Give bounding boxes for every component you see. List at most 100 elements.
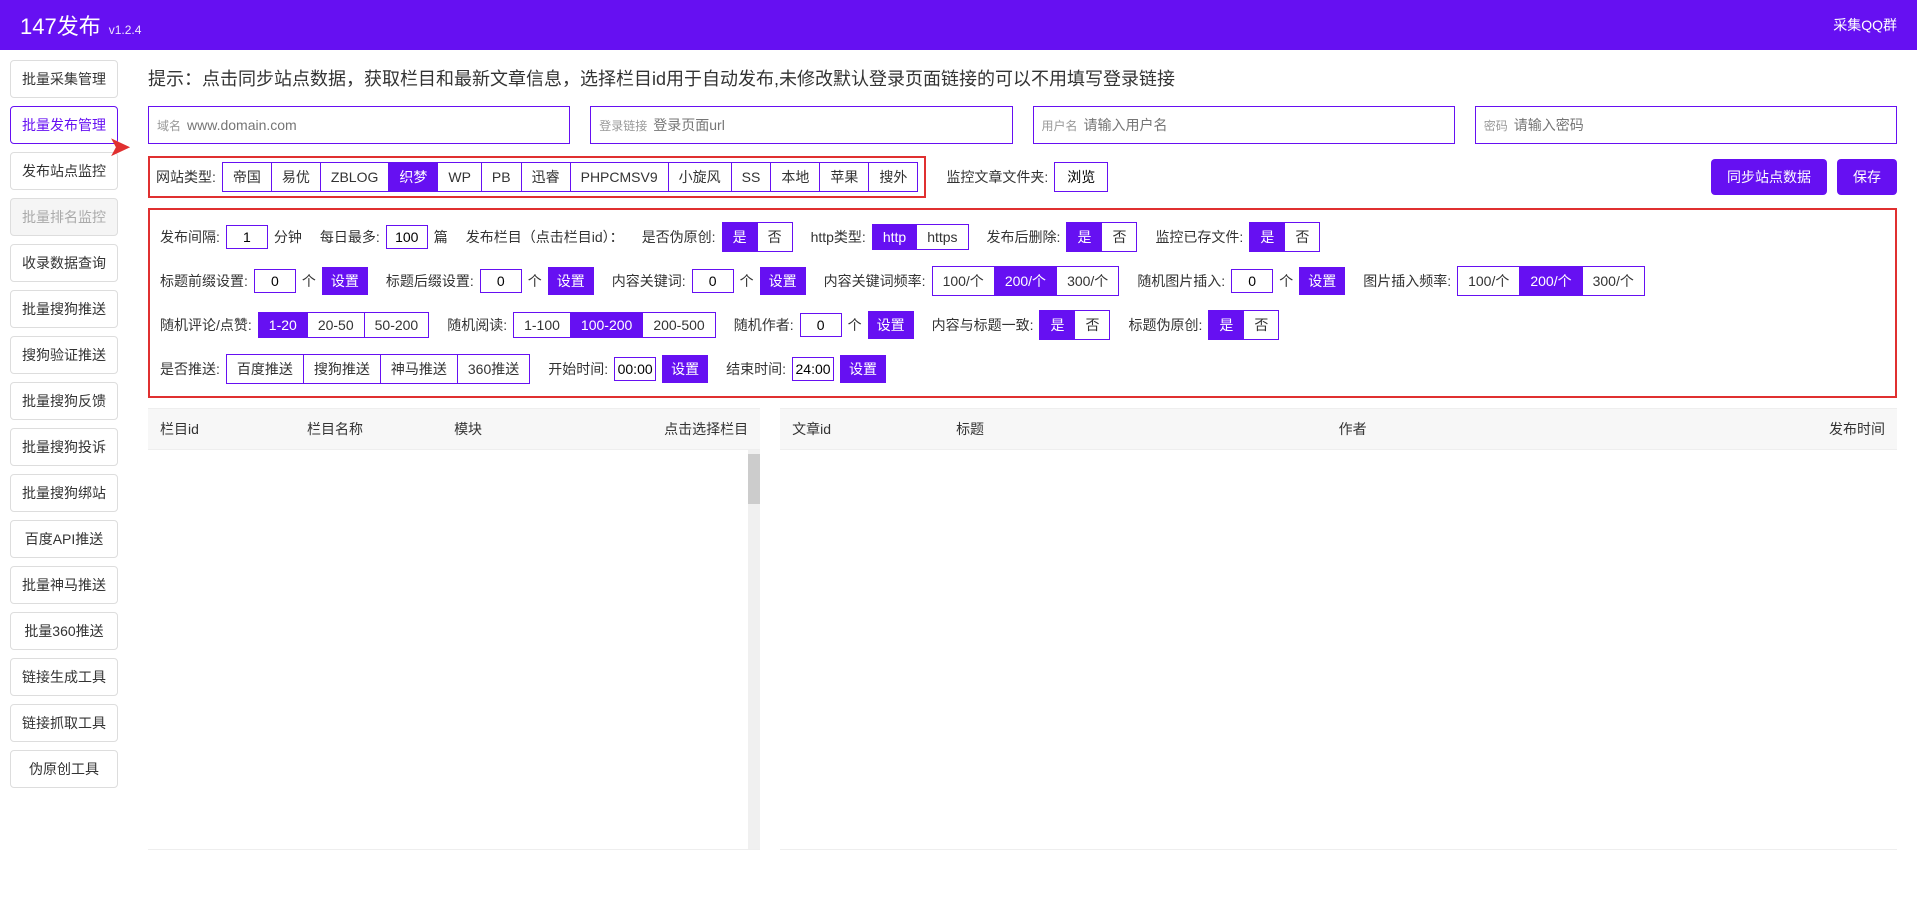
- site-type-option[interactable]: PHPCMSV9: [571, 162, 669, 192]
- keyword-freq-option[interactable]: 100/个: [932, 266, 995, 296]
- header-qq-link[interactable]: 采集QQ群: [1833, 15, 1897, 35]
- domain-input[interactable]: [187, 117, 561, 133]
- random-comment-option[interactable]: 20-50: [308, 312, 365, 338]
- keyword-freq-option[interactable]: 200/个: [995, 266, 1057, 296]
- random-read-option[interactable]: 100-200: [571, 312, 643, 338]
- random-author-unit: 个: [848, 315, 862, 335]
- sidebar-item[interactable]: 收录数据查询: [10, 244, 118, 282]
- http-type-option[interactable]: http: [872, 224, 917, 250]
- site-type-option[interactable]: 苹果: [820, 162, 869, 192]
- random-comment-option[interactable]: 1-20: [258, 312, 308, 338]
- login-input[interactable]: [653, 117, 1003, 133]
- sidebar-item[interactable]: 批量搜狗投诉: [10, 428, 118, 466]
- push-option[interactable]: 百度推送: [226, 354, 304, 384]
- sidebar-item[interactable]: 批量采集管理: [10, 60, 118, 98]
- pass-input[interactable]: [1514, 117, 1888, 133]
- site-type-option[interactable]: PB: [482, 162, 522, 192]
- content-keyword-label: 内容关键词:: [612, 271, 686, 291]
- site-type-option[interactable]: SS: [732, 162, 772, 192]
- title-prefix-input[interactable]: [254, 269, 296, 293]
- push-option[interactable]: 360推送: [458, 354, 530, 384]
- random-author-input[interactable]: [800, 313, 842, 337]
- delete-after-option[interactable]: 否: [1102, 222, 1137, 252]
- fake-original: 是否伪原创: 是否: [642, 222, 793, 252]
- http-type-label: http类型:: [811, 227, 866, 247]
- monitor-exist-option[interactable]: 是: [1249, 222, 1285, 252]
- save-button[interactable]: 保存: [1837, 159, 1897, 195]
- start-time-set-button[interactable]: 设置: [662, 355, 708, 383]
- random-comment-option[interactable]: 50-200: [365, 312, 430, 338]
- title-fake-option[interactable]: 否: [1244, 310, 1279, 340]
- sidebar-item[interactable]: 链接生成工具: [10, 658, 118, 696]
- title-suffix: 标题后缀设置:个设置: [386, 267, 594, 295]
- site-type-option[interactable]: 织梦: [389, 162, 438, 192]
- end-time-input[interactable]: [792, 357, 834, 381]
- sync-button[interactable]: 同步站点数据: [1711, 159, 1827, 195]
- monitor-exist-option[interactable]: 否: [1285, 222, 1320, 252]
- title-suffix-set-button[interactable]: 设置: [548, 267, 594, 295]
- sidebar-item[interactable]: 批量360推送: [10, 612, 118, 650]
- image-freq-label: 图片插入频率:: [1363, 271, 1451, 291]
- start-time-input[interactable]: [614, 357, 656, 381]
- http-type-option[interactable]: https: [917, 224, 968, 250]
- title-prefix-set-button[interactable]: 设置: [322, 267, 368, 295]
- daily-max-unit: 篇: [434, 227, 448, 247]
- title-fake-group: 是否: [1208, 310, 1279, 340]
- sidebar-item[interactable]: 批量搜狗反馈: [10, 382, 118, 420]
- delete-after-option[interactable]: 是: [1066, 222, 1102, 252]
- random-image-input[interactable]: [1231, 269, 1273, 293]
- site-type-box: 网站类型: 帝国易优ZBLOG织梦WPPB迅睿PHPCMSV9小旋风SS本地苹果…: [148, 156, 926, 198]
- title-suffix-input[interactable]: [480, 269, 522, 293]
- content-title-match-option[interactable]: 是: [1039, 310, 1075, 340]
- image-freq-option[interactable]: 300/个: [1583, 266, 1645, 296]
- daily-max: 每日最多:篇: [320, 225, 448, 249]
- fake-original-option[interactable]: 是: [722, 222, 758, 252]
- content-keyword-input[interactable]: [692, 269, 734, 293]
- content-keyword-set-button[interactable]: 设置: [760, 267, 806, 295]
- site-type-option[interactable]: 迅睿: [522, 162, 571, 192]
- delete-after-group: 是否: [1066, 222, 1137, 252]
- push: 是否推送:百度推送搜狗推送神马推送360推送: [160, 354, 530, 384]
- sidebar-item: 批量排名监控: [10, 198, 118, 236]
- push-option[interactable]: 神马推送: [381, 354, 458, 384]
- end-time-label: 结束时间:: [726, 359, 786, 379]
- sidebar-item[interactable]: 链接抓取工具: [10, 704, 118, 742]
- sidebar-item[interactable]: 批量搜狗推送: [10, 290, 118, 328]
- push-option[interactable]: 搜狗推送: [304, 354, 381, 384]
- site-type-option[interactable]: ZBLOG: [321, 162, 389, 192]
- end-time-set-button[interactable]: 设置: [840, 355, 886, 383]
- random-read-option[interactable]: 1-100: [513, 312, 571, 338]
- sidebar-item[interactable]: 发布站点监控: [10, 152, 118, 190]
- random-read-option[interactable]: 200-500: [643, 312, 715, 338]
- sidebar-item[interactable]: 搜狗验证推送: [10, 336, 118, 374]
- content-title-match-option[interactable]: 否: [1075, 310, 1110, 340]
- sidebar-item[interactable]: 批量发布管理: [10, 106, 118, 144]
- browse-button[interactable]: 浏览: [1054, 162, 1108, 192]
- daily-max-input[interactable]: [386, 225, 428, 249]
- site-type-option[interactable]: 小旋风: [669, 162, 732, 192]
- title-fake-option[interactable]: 是: [1208, 310, 1244, 340]
- interval-input[interactable]: [226, 225, 268, 249]
- user-input[interactable]: [1084, 117, 1446, 133]
- random-image-set-button[interactable]: 设置: [1299, 267, 1345, 295]
- site-type-option[interactable]: 搜外: [869, 162, 918, 192]
- random-image-unit: 个: [1279, 271, 1293, 291]
- random-author-set-button[interactable]: 设置: [868, 311, 914, 339]
- scrollbar[interactable]: [748, 450, 760, 849]
- http-type: http类型: httphttps: [811, 224, 969, 250]
- site-type-option[interactable]: 帝国: [222, 162, 272, 192]
- sidebar-item[interactable]: 批量神马推送: [10, 566, 118, 604]
- site-type-option[interactable]: 易优: [272, 162, 321, 192]
- sidebar-item[interactable]: 百度API推送: [10, 520, 118, 558]
- sidebar-item[interactable]: 批量搜狗绑站: [10, 474, 118, 512]
- sidebar-item[interactable]: 伪原创工具: [10, 750, 118, 788]
- image-freq-option[interactable]: 100/个: [1457, 266, 1520, 296]
- site-type-option[interactable]: WP: [438, 162, 482, 192]
- fake-original-label: 是否伪原创:: [642, 227, 716, 247]
- content-title-match: 内容与标题一致:是否: [932, 310, 1111, 340]
- fake-original-option[interactable]: 否: [758, 222, 793, 252]
- site-type-option[interactable]: 本地: [771, 162, 820, 192]
- sidebar: 批量采集管理批量发布管理发布站点监控批量排名监控收录数据查询批量搜狗推送搜狗验证…: [0, 50, 128, 865]
- image-freq-option[interactable]: 200/个: [1520, 266, 1582, 296]
- keyword-freq-option[interactable]: 300/个: [1057, 266, 1119, 296]
